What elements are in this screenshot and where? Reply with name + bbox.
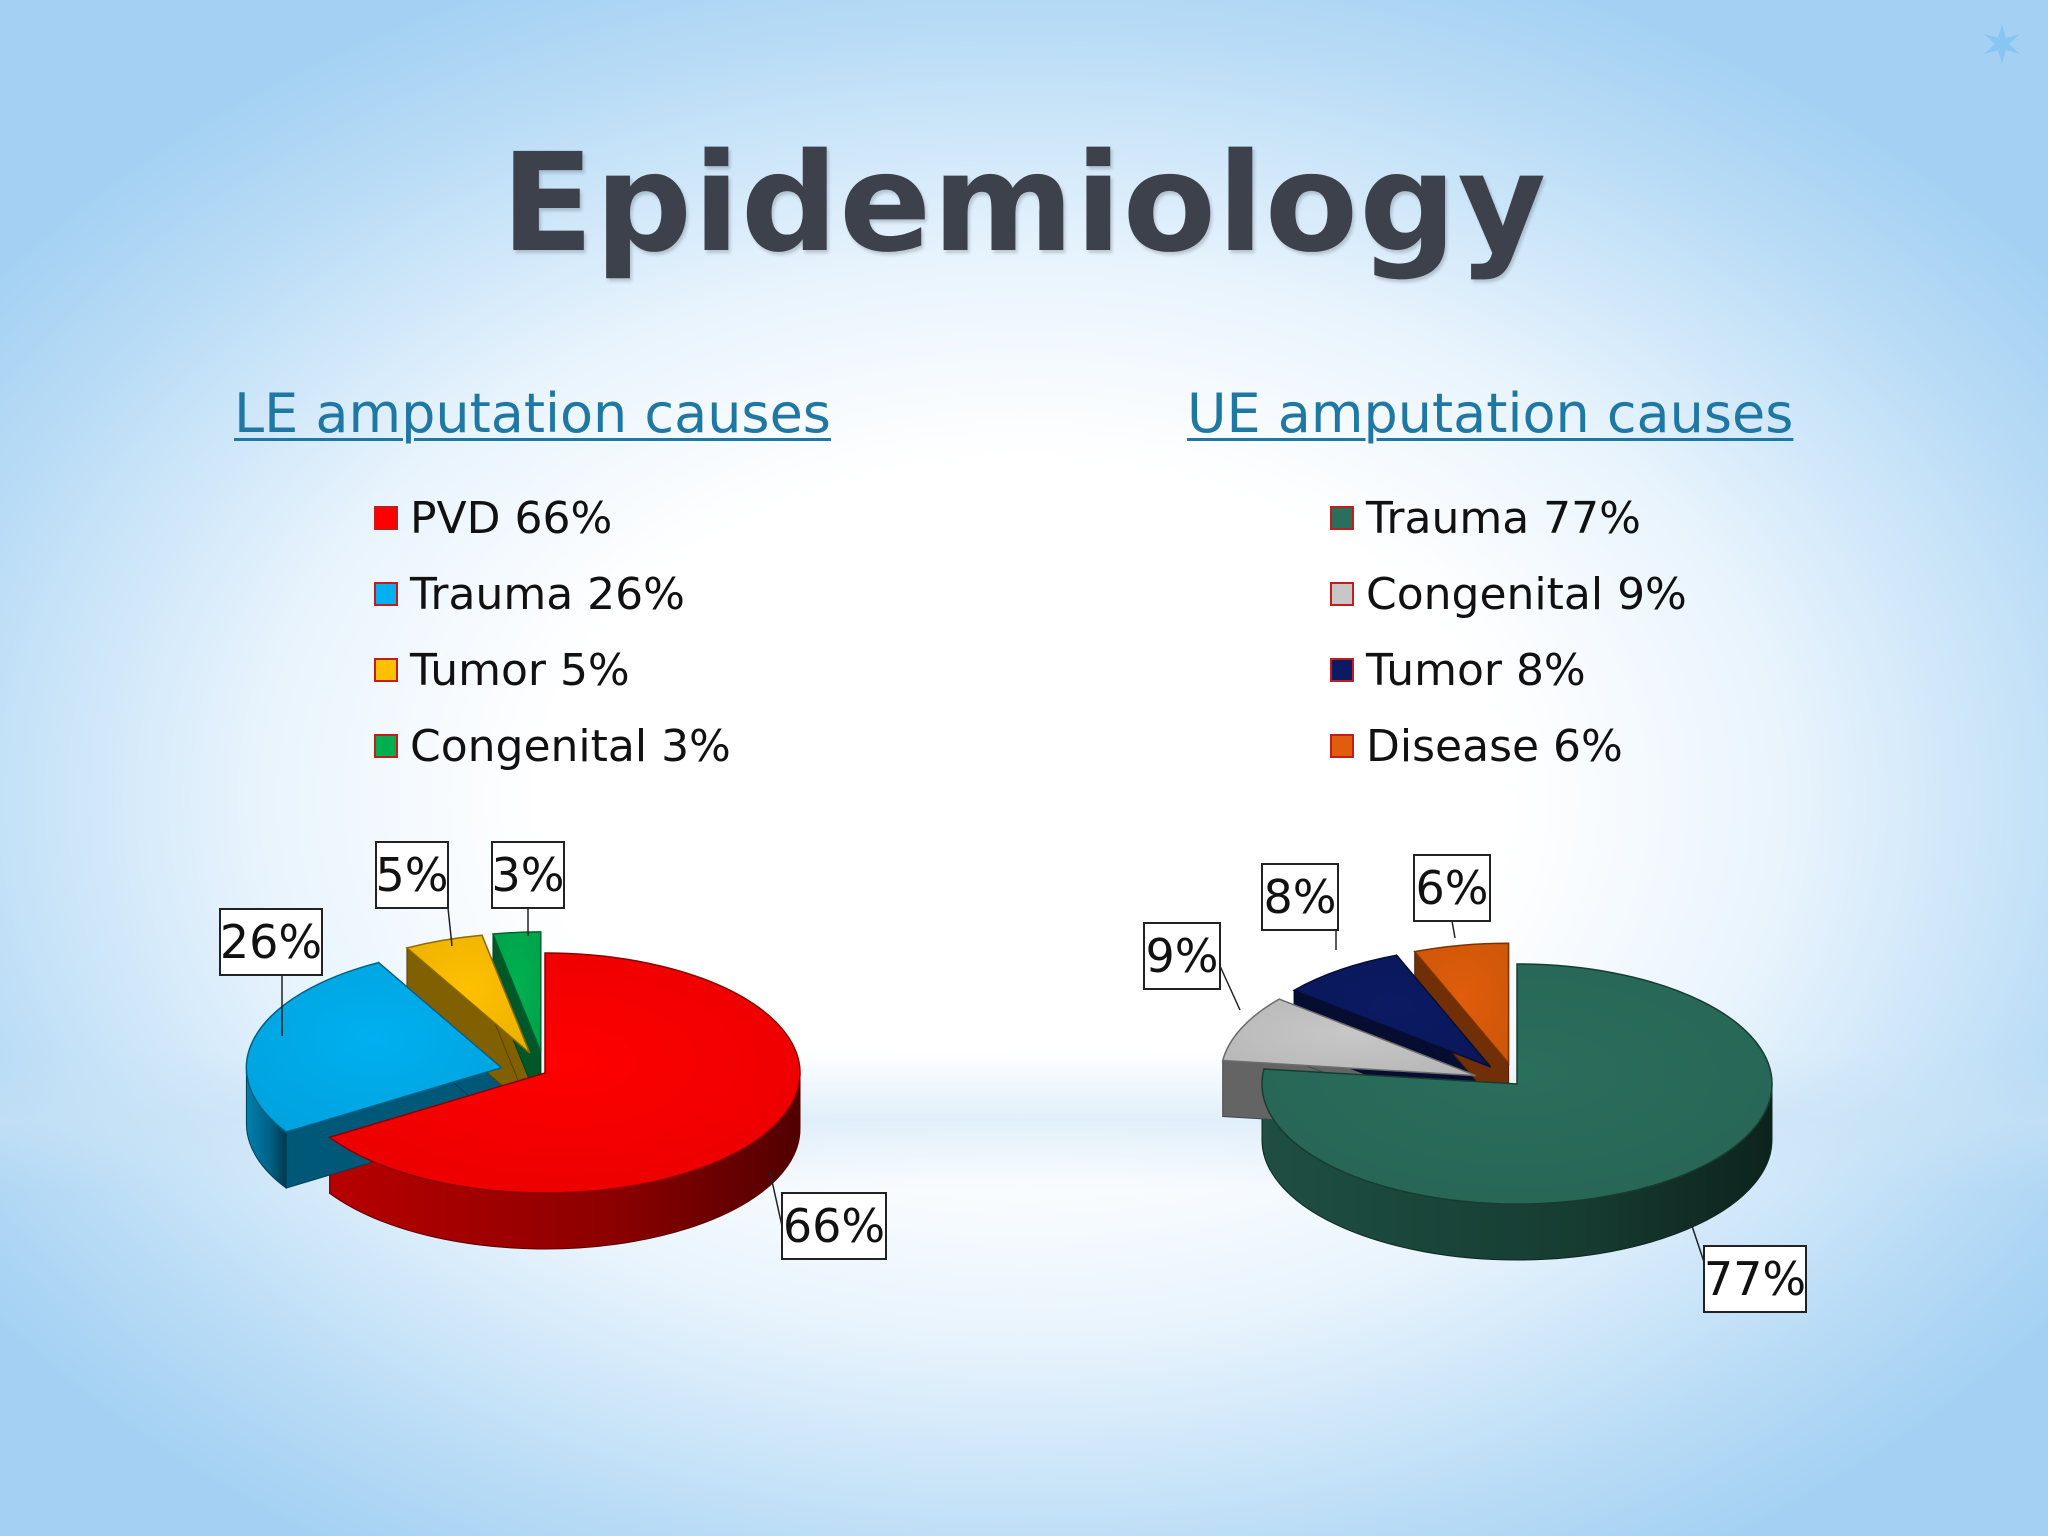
le-data-label-tumor-box [375, 841, 449, 909]
ue-data-label-trauma-text: 77% [1704, 1252, 1806, 1306]
slide-title-container: Epidemiology [0, 129, 2048, 280]
le-legend-label-pvd: PVD 66% [410, 492, 613, 544]
le-data-label-trauma: 26% [219, 908, 323, 1036]
le-data-label-congenital-box [491, 841, 565, 909]
ue-legend-label-congenital: Congenital 9% [1366, 568, 1687, 620]
ue-legend-swatch-trauma [1330, 506, 1354, 530]
le-legend-swatch-congenital [374, 734, 398, 758]
ue-chart-heading: UE amputation causes [1187, 382, 1794, 445]
ue-data-label-disease-box [1413, 854, 1491, 922]
ue-data-label-congenital-text: 9% [1146, 929, 1219, 983]
ue-slice-trauma [1261, 963, 1773, 1205]
ue-legend: Trauma 77% Congenital 9% Tumor 8% Diseas… [1330, 480, 1687, 784]
ue-slice-congenital [1221, 998, 1476, 1077]
le-data-label-congenital: 3% [491, 841, 565, 936]
ue-legend-label-trauma: Trauma 77% [1366, 492, 1641, 544]
star-icon [1984, 24, 2020, 64]
le-legend-swatch-pvd [374, 506, 398, 530]
slide-title: Epidemiology [500, 125, 1548, 283]
le-slice-pvd [328, 952, 801, 1194]
ue-legend-label-disease: Disease 6% [1366, 720, 1623, 772]
ue-legend-swatch-congenital [1330, 582, 1354, 606]
le-slice-trauma [245, 961, 503, 1133]
ue-data-label-congenital-leader [1219, 965, 1241, 1011]
ue-data-label-trauma-leader [1689, 1219, 1705, 1263]
le-chart-heading: LE amputation causes [234, 382, 831, 445]
le-legend-label-congenital: Congenital 3% [410, 720, 731, 772]
ue-data-label-congenital-box [1143, 922, 1221, 990]
ue-data-label-disease-text: 6% [1416, 861, 1489, 915]
ue-data-label-tumor-box [1261, 863, 1339, 931]
le-data-label-pvd-text: 66% [783, 1199, 885, 1253]
le-legend-item-tumor: Tumor 5% [374, 632, 731, 708]
le-data-label-pvd-leader [769, 1171, 783, 1227]
le-legend-swatch-trauma [374, 582, 398, 606]
le-slice-congenital [491, 931, 542, 1053]
le-slice-tumor [405, 934, 531, 1054]
ue-data-label-tumor-text: 8% [1264, 870, 1337, 924]
le-legend-swatch-tumor [374, 658, 398, 682]
ue-legend-swatch-disease [1330, 734, 1354, 758]
le-legend-item-trauma: Trauma 26% [374, 556, 731, 632]
le-legend-label-trauma: Trauma 26% [410, 568, 685, 620]
le-legend-label-tumor: Tumor 5% [410, 644, 630, 696]
le-data-label-congenital-text: 3% [492, 848, 565, 902]
ue-legend-swatch-tumor [1330, 658, 1354, 682]
ue-data-label-trauma: 77% [1689, 1219, 1807, 1313]
ue-data-label-disease-leader [1451, 920, 1456, 939]
ue-legend-label-tumor: Tumor 8% [1366, 644, 1586, 696]
ue-data-label-trauma-box [1703, 1245, 1807, 1313]
le-data-label-tumor-text: 5% [376, 848, 449, 902]
ue-legend-item-tumor: Tumor 8% [1330, 632, 1687, 708]
ue-slice-tumor [1292, 954, 1492, 1068]
ue-slice-disease [1413, 942, 1510, 1066]
ue-legend-item-congenital: Congenital 9% [1330, 556, 1687, 632]
pie-le [245, 931, 801, 1250]
le-legend-item-congenital: Congenital 3% [374, 708, 731, 784]
ue-legend-item-disease: Disease 6% [1330, 708, 1687, 784]
ue-data-label-tumor: 8% [1261, 863, 1339, 950]
le-data-label-pvd: 66% [769, 1171, 887, 1260]
le-legend: PVD 66% Trauma 26% Tumor 5% Congenital 3… [374, 480, 731, 784]
le-data-label-trauma-text: 26% [220, 915, 322, 969]
pie-ue [1221, 942, 1773, 1261]
le-data-label-pvd-box [781, 1192, 887, 1260]
ue-data-label-disease: 6% [1413, 854, 1491, 939]
le-data-label-tumor-leader [447, 907, 453, 947]
le-legend-item-pvd: PVD 66% [374, 480, 731, 556]
le-data-label-trauma-box [219, 908, 323, 976]
ue-data-label-congenital: 9% [1143, 922, 1241, 1011]
le-data-label-tumor: 5% [375, 841, 453, 947]
ue-legend-item-trauma: Trauma 77% [1330, 480, 1687, 556]
